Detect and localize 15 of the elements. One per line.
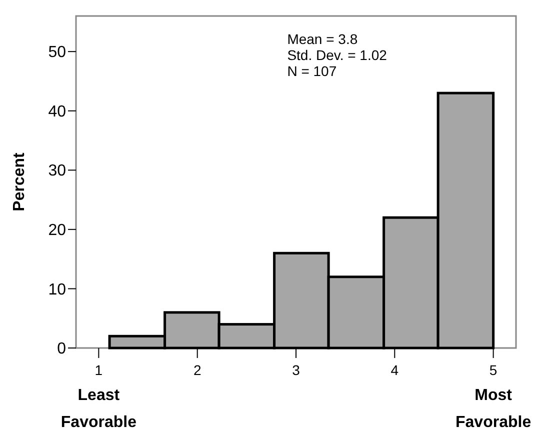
x-tick-label: 4 [390,362,399,378]
annotation: Mean = 3.8 Std. Dev. = 1.02 N = 107 [287,31,388,79]
y-tick-label: 30 [48,162,66,180]
y-tick-label: 40 [48,103,66,120]
y-tick-label: 0 [57,340,66,358]
x-tick-label: 2 [193,362,202,378]
y-tick-label: 10 [48,281,66,298]
x-tick-label: 1 [94,362,103,378]
text: Most Favorable [456,387,532,431]
y-tick-label: 50 [48,44,66,62]
y-axis-title: Percent [11,152,28,212]
text: Least Favorable [60,387,137,431]
y-tick-label: 20 [48,222,66,240]
x-tick-label: 5 [489,362,498,378]
x-tick-label: 3 [292,362,300,378]
